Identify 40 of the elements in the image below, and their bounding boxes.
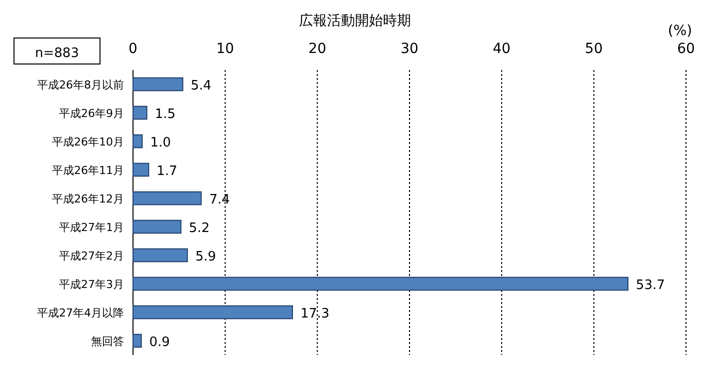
data-label: 5.9 xyxy=(195,249,216,264)
y-tick-label: 無回答 xyxy=(91,334,124,348)
bar xyxy=(132,162,150,177)
data-label: 5.2 xyxy=(188,220,210,236)
data-label: 53.7 xyxy=(636,278,665,293)
y-tick-label: 平成26年8月以前 xyxy=(37,78,124,92)
data-label: 0.9 xyxy=(149,334,170,350)
data-label: 1.0 xyxy=(150,135,171,150)
bar xyxy=(132,305,293,320)
data-label: 17.3 xyxy=(300,306,330,322)
data-label: 7.4 xyxy=(209,192,230,208)
x-tick-label: 60 xyxy=(677,41,695,57)
bar xyxy=(132,106,148,120)
x-tick-label: 20 xyxy=(308,41,326,57)
y-tick-label: 平成26年12月 xyxy=(52,192,124,206)
x-axis-title: (%) xyxy=(668,23,692,39)
data-label: 5.4 xyxy=(190,78,212,94)
bar xyxy=(132,220,182,234)
data-label: 1.7 xyxy=(156,164,178,179)
y-tick-label: 平成26年11月 xyxy=(52,164,124,177)
bar xyxy=(132,334,142,348)
x-tick-label: 30 xyxy=(400,41,418,57)
bar xyxy=(132,134,143,148)
bar xyxy=(132,77,184,92)
bar xyxy=(132,191,202,206)
y-tick-label: 平成27年2月 xyxy=(59,249,124,262)
y-tick-label: 平成27年3月 xyxy=(59,278,124,291)
bar xyxy=(132,248,188,262)
y-tick-label: 平成27年1月 xyxy=(59,220,124,234)
x-tick-label: 0 xyxy=(128,41,138,57)
y-tick-label: 平成26年10月 xyxy=(52,135,124,148)
data-label: 1.5 xyxy=(154,106,176,122)
text: n=883 xyxy=(35,46,79,61)
x-tick-label: 40 xyxy=(492,41,511,57)
x-tick-label: 10 xyxy=(216,41,234,57)
bar xyxy=(132,276,628,291)
y-tick-label: 平成26年9月 xyxy=(59,106,124,120)
chart-title: 広報活動開始時期 xyxy=(299,13,411,29)
x-tick-label: 50 xyxy=(584,41,603,57)
y-tick-label: 平成27年4月以降 xyxy=(37,306,124,320)
